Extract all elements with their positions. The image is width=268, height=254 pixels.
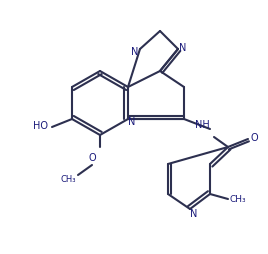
Text: N: N bbox=[179, 43, 187, 53]
Text: N: N bbox=[131, 47, 139, 57]
Text: NH: NH bbox=[195, 120, 209, 130]
Text: HO: HO bbox=[32, 121, 47, 131]
Text: CH₃: CH₃ bbox=[230, 195, 246, 204]
Text: N: N bbox=[128, 117, 136, 126]
Text: O: O bbox=[88, 152, 96, 162]
Text: CH₃: CH₃ bbox=[60, 175, 76, 184]
Text: N: N bbox=[190, 208, 198, 218]
Text: O: O bbox=[250, 133, 258, 142]
